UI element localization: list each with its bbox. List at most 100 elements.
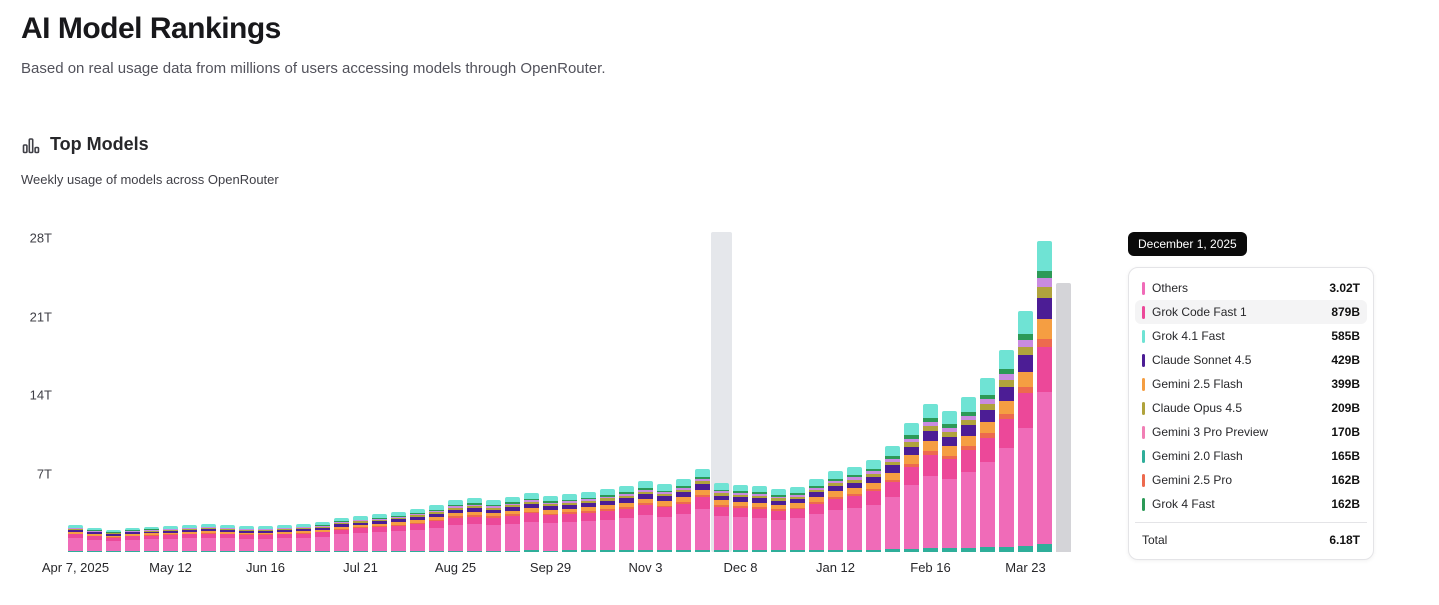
weekly-usage-bar[interactable] bbox=[904, 423, 919, 552]
bar-segment bbox=[980, 394, 995, 399]
bar-segment bbox=[733, 497, 748, 502]
weekly-usage-bar[interactable] bbox=[619, 486, 634, 552]
weekly-usage-bar[interactable] bbox=[410, 509, 425, 552]
bar-segment bbox=[980, 398, 995, 404]
weekly-usage-bar[interactable] bbox=[220, 525, 235, 552]
series-color-marker bbox=[1142, 425, 1145, 439]
weekly-usage-bar[interactable] bbox=[733, 485, 748, 552]
weekly-usage-bar[interactable] bbox=[771, 489, 786, 552]
weekly-usage-bar[interactable] bbox=[353, 516, 368, 552]
tooltip-date-badge: December 1, 2025 bbox=[1128, 232, 1247, 256]
weekly-usage-bar[interactable] bbox=[391, 512, 406, 552]
weekly-usage-bar[interactable] bbox=[809, 479, 824, 552]
weekly-usage-bar[interactable] bbox=[296, 524, 311, 552]
bar-segment bbox=[486, 550, 501, 552]
weekly-usage-bar[interactable] bbox=[486, 500, 501, 552]
plot-area[interactable] bbox=[0, 228, 1110, 552]
bar-segment bbox=[467, 498, 482, 504]
weekly-usage-bar[interactable] bbox=[467, 498, 482, 552]
weekly-usage-bar[interactable] bbox=[847, 467, 862, 552]
tooltip-row: Grok 4 Fast 162B bbox=[1135, 492, 1367, 516]
weekly-usage-bar[interactable] bbox=[562, 494, 577, 552]
bar-segment bbox=[942, 436, 957, 447]
weekly-usage-bar[interactable] bbox=[182, 525, 197, 552]
weekly-usage-bar[interactable] bbox=[961, 397, 976, 552]
bar-segment bbox=[68, 529, 83, 532]
bar-segment bbox=[353, 533, 368, 552]
weekly-usage-bar[interactable] bbox=[676, 479, 691, 552]
top-models-chart[interactable]: 28T 21T 14T 7T Apr 7, 2025 May 12 Jun 16 Jul 2… bbox=[0, 228, 1110, 588]
bar-segment bbox=[752, 486, 767, 493]
bar-segment bbox=[315, 532, 330, 537]
weekly-usage-bar[interactable] bbox=[68, 525, 83, 552]
bar-segment bbox=[999, 413, 1014, 420]
weekly-usage-bar[interactable] bbox=[429, 505, 444, 552]
weekly-usage-bar[interactable] bbox=[524, 493, 539, 552]
bar-segment bbox=[448, 500, 463, 505]
bar-segment bbox=[638, 489, 653, 492]
weekly-usage-bar[interactable] bbox=[695, 469, 710, 552]
bar-segment bbox=[714, 483, 729, 490]
weekly-usage-bar[interactable] bbox=[790, 487, 805, 552]
weekly-usage-bar[interactable] bbox=[125, 528, 140, 552]
weekly-usage-bar[interactable] bbox=[714, 483, 729, 552]
bar-segment bbox=[923, 404, 938, 419]
bar-segment bbox=[467, 503, 482, 505]
weekly-usage-bar[interactable] bbox=[752, 486, 767, 552]
weekly-usage-bar[interactable] bbox=[277, 525, 292, 552]
bar-segment bbox=[239, 532, 254, 535]
weekly-usage-bar[interactable] bbox=[372, 514, 387, 552]
weekly-usage-bar[interactable] bbox=[543, 496, 558, 552]
bar-segment bbox=[372, 532, 387, 551]
weekly-usage-bar[interactable] bbox=[201, 524, 216, 552]
weekly-usage-bar[interactable] bbox=[315, 522, 330, 552]
weekly-usage-bar[interactable] bbox=[505, 497, 520, 552]
weekly-usage-bar[interactable] bbox=[885, 446, 900, 552]
weekly-usage-bar[interactable] bbox=[1018, 311, 1033, 552]
weekly-usage-bar[interactable] bbox=[923, 404, 938, 552]
weekly-usage-bar[interactable] bbox=[657, 484, 672, 552]
bar-segment bbox=[353, 520, 368, 522]
bar-segment bbox=[923, 454, 938, 476]
bar-segment bbox=[68, 529, 83, 530]
weekly-usage-bar[interactable] bbox=[106, 530, 121, 552]
bar-segment bbox=[828, 549, 843, 552]
bar-segment bbox=[638, 503, 653, 506]
bar-segment bbox=[353, 551, 368, 552]
weekly-usage-bar[interactable] bbox=[334, 518, 349, 552]
weekly-usage-bar[interactable] bbox=[163, 526, 178, 552]
series-value: 585B bbox=[1331, 329, 1360, 343]
bar-segment bbox=[87, 532, 102, 535]
bar-segment bbox=[790, 509, 805, 519]
bar-segment bbox=[866, 504, 881, 550]
weekly-usage-bar[interactable] bbox=[258, 526, 273, 552]
bar-segment bbox=[448, 505, 463, 507]
bar-segment bbox=[258, 526, 273, 529]
weekly-usage-bar[interactable] bbox=[1037, 241, 1052, 552]
bar-segment bbox=[961, 415, 976, 421]
bar-segment bbox=[790, 503, 805, 508]
weekly-usage-bar[interactable] bbox=[239, 526, 254, 552]
bar-segment bbox=[144, 530, 159, 531]
bar-segment bbox=[391, 512, 406, 516]
weekly-usage-bar[interactable] bbox=[87, 528, 102, 552]
bar-segment bbox=[410, 519, 425, 523]
weekly-usage-bar[interactable] bbox=[638, 481, 653, 552]
weekly-usage-bar[interactable] bbox=[866, 460, 881, 552]
weekly-usage-bar[interactable] bbox=[581, 492, 596, 552]
bar-segment bbox=[619, 502, 634, 507]
weekly-usage-bar[interactable] bbox=[600, 489, 615, 552]
weekly-usage-bar[interactable] bbox=[1056, 283, 1071, 552]
weekly-usage-bar[interactable] bbox=[942, 411, 957, 552]
tooltip-row: Claude Sonnet 4.5 429B bbox=[1135, 348, 1367, 372]
bar-segment bbox=[125, 536, 140, 540]
weekly-usage-bar[interactable] bbox=[980, 378, 995, 552]
bar-segment bbox=[657, 550, 672, 552]
bar-segment bbox=[562, 499, 577, 501]
weekly-usage-bar[interactable] bbox=[144, 527, 159, 552]
weekly-usage-bar[interactable] bbox=[828, 471, 843, 552]
weekly-usage-bar[interactable] bbox=[448, 500, 463, 552]
bar-segment bbox=[353, 525, 368, 528]
bar-segment bbox=[334, 529, 349, 535]
weekly-usage-bar[interactable] bbox=[999, 350, 1014, 552]
